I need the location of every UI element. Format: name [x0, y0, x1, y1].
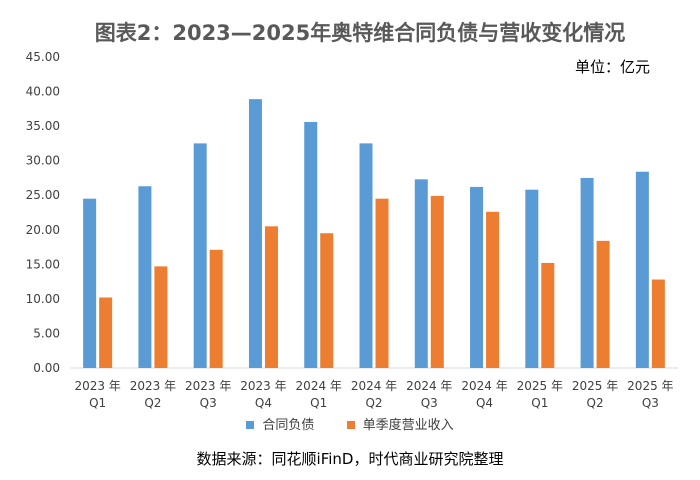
x-tick-label-quarter: Q1: [310, 396, 327, 410]
x-tick-label-quarter: Q3: [642, 396, 659, 410]
bar-revenue: [320, 233, 334, 368]
x-tick-label-quarter: Q3: [421, 396, 438, 410]
unit-label: 单位：亿元: [574, 58, 650, 76]
x-tick-label-year: 2023 年: [185, 379, 231, 393]
x-tick-label-year: 2024 年: [406, 379, 452, 393]
bar-revenue: [375, 198, 389, 368]
bar-contract-liabilities: [580, 177, 594, 368]
x-tick-label-quarter: Q4: [476, 396, 493, 410]
x-tick-label-year: 2023 年: [130, 379, 176, 393]
x-tick-label-year: 2024 年: [351, 379, 397, 393]
x-tick-label-quarter: Q2: [144, 396, 161, 410]
bar-revenue: [264, 226, 278, 368]
x-tick-label-year: 2024 年: [461, 379, 507, 393]
bar-contract-liabilities: [470, 186, 484, 368]
legend-swatch: [346, 421, 355, 429]
legend-label: 单季度营业收入: [362, 418, 454, 433]
legend-label: 合同负债: [262, 418, 315, 433]
x-tick-label-quarter: Q2: [587, 396, 604, 410]
bar-revenue: [486, 211, 500, 368]
y-tick-label: 5.00: [33, 326, 60, 340]
bar-contract-liabilities: [525, 189, 539, 368]
bar-revenue: [154, 266, 168, 368]
x-tick-label-year: 2023 年: [74, 379, 120, 393]
legend: 合同负债 单季度营业收入: [0, 414, 700, 433]
legend-swatch: [246, 421, 255, 429]
x-tick-label-year: 2023 年: [240, 379, 286, 393]
x-tick-label-quarter: Q1: [531, 396, 548, 410]
bar-contract-liabilities: [83, 198, 97, 368]
x-tick-label-year: 2025 年: [517, 379, 563, 393]
x-tick-label-year: 2025 年: [627, 379, 673, 393]
x-tick-label-quarter: Q2: [365, 396, 382, 410]
bar-contract-liabilities: [414, 179, 428, 368]
y-tick-label: 20.00: [26, 223, 60, 237]
bar-contract-liabilities: [193, 143, 207, 368]
y-tick-label: 45.00: [26, 50, 60, 64]
bar-revenue: [541, 262, 555, 368]
bar-contract-liabilities: [304, 121, 318, 368]
bar-revenue: [430, 195, 444, 368]
bar-revenue: [99, 297, 113, 368]
y-tick-label: 10.00: [26, 292, 60, 306]
x-tick-label-quarter: Q4: [255, 396, 272, 410]
y-tick-label: 0.00: [33, 361, 60, 375]
x-tick-label-quarter: Q3: [200, 396, 217, 410]
x-tick-label-quarter: Q1: [89, 396, 106, 410]
bar-contract-liabilities: [359, 143, 373, 368]
chart-title: 图表2：2023—2025年奥特维合同负债与营收变化情况: [94, 21, 626, 45]
x-tick-label-year: 2024 年: [296, 379, 342, 393]
legend-item-revenue: 单季度营业收入: [346, 418, 454, 433]
legend-item-contract-liabilities: 合同负债: [246, 418, 314, 433]
bar-revenue: [651, 279, 665, 368]
y-tick-label: 30.00: [26, 154, 60, 168]
y-tick-label: 15.00: [26, 257, 60, 271]
y-tick-label: 25.00: [26, 188, 60, 202]
x-tick-label-year: 2025 年: [572, 379, 618, 393]
bar-contract-liabilities: [248, 99, 262, 368]
bar-revenue: [209, 249, 223, 368]
y-tick-label: 35.00: [26, 119, 60, 133]
bar-contract-liabilities: [635, 171, 649, 368]
bar-contract-liabilities: [138, 186, 152, 368]
source-note: 数据来源：同花顺iFinD，时代商业研究院整理: [196, 450, 504, 468]
y-tick-label: 40.00: [26, 85, 60, 99]
bar-revenue: [596, 240, 610, 368]
